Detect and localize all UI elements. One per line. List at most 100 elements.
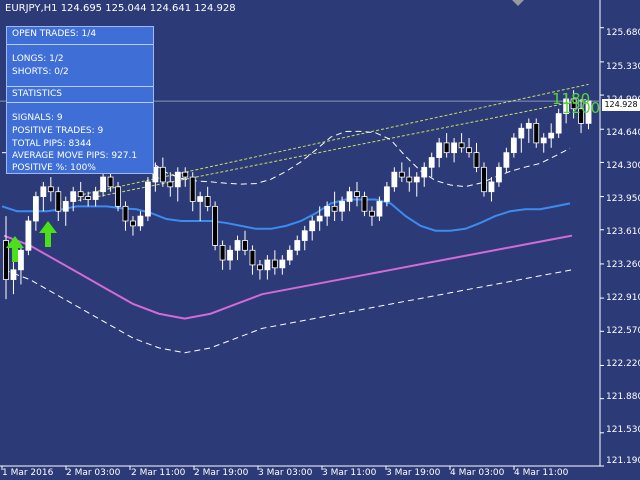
- candle-body: [555, 113, 562, 134]
- candle-body: [518, 127, 525, 139]
- candle-body: [130, 220, 136, 227]
- x-tick-label: 4 Mar 11:00: [514, 468, 569, 478]
- magenta-indicator-line: [3, 234, 573, 320]
- candle-body: [189, 176, 196, 202]
- candle-body: [10, 269, 17, 280]
- signals-label: SIGNALS: 9: [12, 113, 63, 123]
- candle-body: [548, 132, 555, 139]
- candle-body: [585, 100, 592, 124]
- blue-indicator-line: [1, 198, 571, 232]
- candle-body: [234, 240, 241, 251]
- shorts-label: SHORTS: 0/2: [12, 67, 69, 77]
- trend-line: [73, 98, 589, 202]
- candle-body: [354, 191, 360, 197]
- candle-body: [406, 176, 413, 183]
- candle-body: [227, 249, 233, 261]
- candle-body: [540, 137, 547, 144]
- y-tick-label: 123.260: [606, 260, 640, 270]
- candle-body: [391, 171, 398, 188]
- candle-body: [92, 191, 99, 200]
- candle-body: [436, 142, 443, 158]
- candle-body: [301, 230, 308, 241]
- candle-body: [533, 122, 540, 144]
- y-tick-label: 125.680: [606, 28, 640, 38]
- chart-shift-marker[interactable]: [512, 0, 524, 6]
- candle-body: [510, 137, 517, 154]
- statistics-header: STATISTICS: [12, 89, 62, 99]
- candle-body: [242, 240, 248, 251]
- panel-divider: [7, 44, 153, 45]
- y-tick-label: 124.640: [606, 128, 640, 138]
- y-tick-label: 122.570: [606, 326, 640, 336]
- x-tick-label: 2 Mar 19:00: [194, 468, 249, 478]
- candle-body: [107, 176, 114, 188]
- candle-body: [563, 98, 570, 115]
- candle-body: [264, 259, 271, 271]
- longs-label: LONGS: 1/2: [12, 54, 64, 64]
- candle-body: [309, 220, 316, 232]
- info-panel: OPEN TRADES: 1/4 LONGS: 1/2 SHORTS: 0/2 …: [6, 26, 154, 174]
- candle-body: [115, 186, 121, 207]
- candle-body: [137, 215, 144, 227]
- y-tick-label: 122.220: [606, 359, 640, 369]
- candle-body: [316, 215, 323, 222]
- lower-channel-line: [3, 269, 573, 354]
- candle-body: [428, 157, 435, 168]
- average-move-label: AVERAGE MOVE PIPS: 927.1: [12, 151, 138, 161]
- candle-body: [219, 244, 226, 261]
- open-trades-label: OPEN TRADES: 1/4: [12, 29, 97, 39]
- chart-title: EURJPY,H1 124.695 125.044 124.641 124.92…: [5, 3, 236, 14]
- candle-body: [122, 205, 129, 222]
- candle-body: [144, 181, 151, 217]
- candle-body: [40, 186, 47, 197]
- candle-body: [197, 196, 204, 202]
- x-tick-label: 2 Mar 11:00: [131, 468, 186, 478]
- x-tick-label: 2 Mar 03:00: [66, 468, 121, 478]
- candle-body: [3, 240, 9, 280]
- candle-body: [324, 205, 331, 217]
- candle-body: [249, 249, 256, 266]
- positive-percent-label: POSITIVE %: 100%: [12, 163, 96, 173]
- candle-body: [174, 171, 181, 188]
- x-tick-label: 3 Mar 11:00: [322, 468, 377, 478]
- candle-body: [32, 196, 39, 222]
- panel-divider: [7, 102, 153, 103]
- buy-arrow-icon: [6, 236, 24, 262]
- y-tick-label: 123.610: [606, 227, 640, 237]
- x-tick-label: 1 Mar 2016: [2, 468, 54, 478]
- x-tick-label: 3 Mar 03:00: [258, 468, 313, 478]
- buy-arrow-icon: [39, 221, 57, 247]
- candle-body: [47, 186, 54, 193]
- candle-body: [578, 108, 584, 124]
- candle-body: [488, 181, 495, 193]
- candle-body: [100, 176, 106, 193]
- candle-body: [25, 220, 32, 251]
- candle-body: [458, 142, 465, 149]
- candle-body: [413, 176, 420, 183]
- y-tick-label: 125.330: [606, 62, 640, 72]
- candle-body: [62, 201, 69, 212]
- x-tick-label: 4 Mar 03:00: [450, 468, 505, 478]
- candle-body: [421, 166, 428, 178]
- current-price-tag: 124.928: [602, 99, 640, 111]
- x-tick-label: 3 Mar 19:00: [386, 468, 441, 478]
- candle-body: [525, 122, 532, 129]
- y-tick-label: 122.910: [606, 293, 640, 303]
- candle-body: [570, 98, 577, 110]
- candle-body: [204, 196, 211, 207]
- total-pips-label: TOTAL PIPS: 8344: [12, 139, 92, 149]
- y-tick-label: 123.950: [606, 194, 640, 204]
- candle-body: [212, 205, 219, 246]
- candle-body: [159, 166, 166, 183]
- candle-body: [55, 191, 62, 212]
- candle-body: [18, 249, 24, 271]
- candle-body: [167, 181, 174, 188]
- candle-body: [77, 191, 84, 197]
- candle-body: [331, 205, 338, 212]
- candle-body: [503, 152, 510, 168]
- candle-body: [398, 171, 405, 178]
- candle-body: [294, 240, 301, 251]
- y-tick-label: 124.300: [606, 161, 640, 171]
